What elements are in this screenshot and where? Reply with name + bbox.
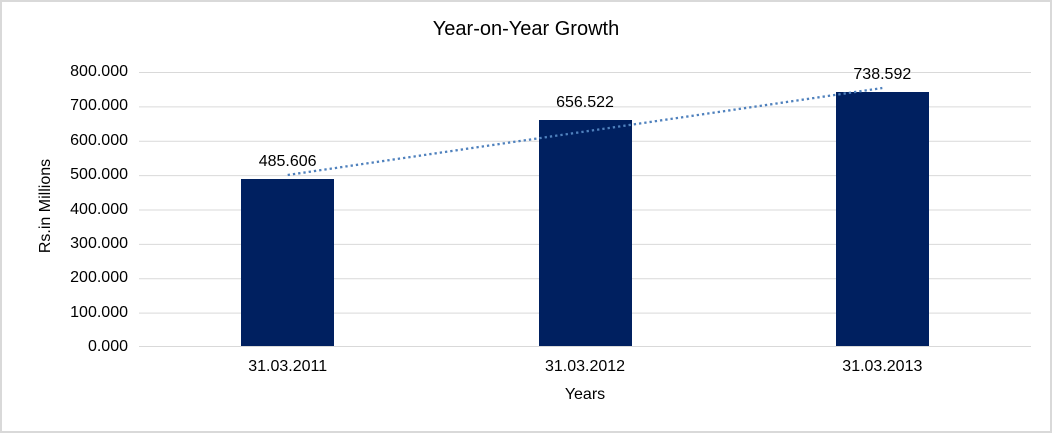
- y-tick-label: 200.000: [70, 269, 128, 287]
- bar-31-03-2013[interactable]: [835, 92, 929, 346]
- y-tick-label: 100.000: [70, 303, 128, 321]
- x-axis-title: Years: [564, 386, 606, 403]
- bar-31-03-2011[interactable]: [241, 179, 335, 346]
- y-tick-label: 700.000: [70, 97, 128, 115]
- y-tick-label: 500.000: [70, 166, 128, 184]
- plot-area: 485.606 656.522 738.592: [139, 66, 1031, 347]
- y-tick-label: 800.000: [70, 63, 128, 80]
- data-label-2013: 738.592: [853, 66, 912, 84]
- y-tick-label: 600.000: [70, 131, 128, 149]
- y-tick-label: 400.000: [70, 200, 128, 218]
- y-tick-label: 0.000: [87, 338, 128, 355]
- data-label-2011: 485.606: [258, 153, 317, 171]
- y-tick-label: 300.000: [70, 234, 128, 252]
- x-category-label-2011: 31.03.2011: [248, 358, 328, 375]
- x-category-label-2012: 31.03.2012: [544, 358, 626, 375]
- bar-31-03-2012[interactable]: [538, 120, 632, 346]
- x-category-label-2013: 31.03.2013: [842, 358, 923, 375]
- chart-title: Year-on-Year Growth: [432, 18, 620, 40]
- data-label-2012: 656.522: [556, 94, 614, 112]
